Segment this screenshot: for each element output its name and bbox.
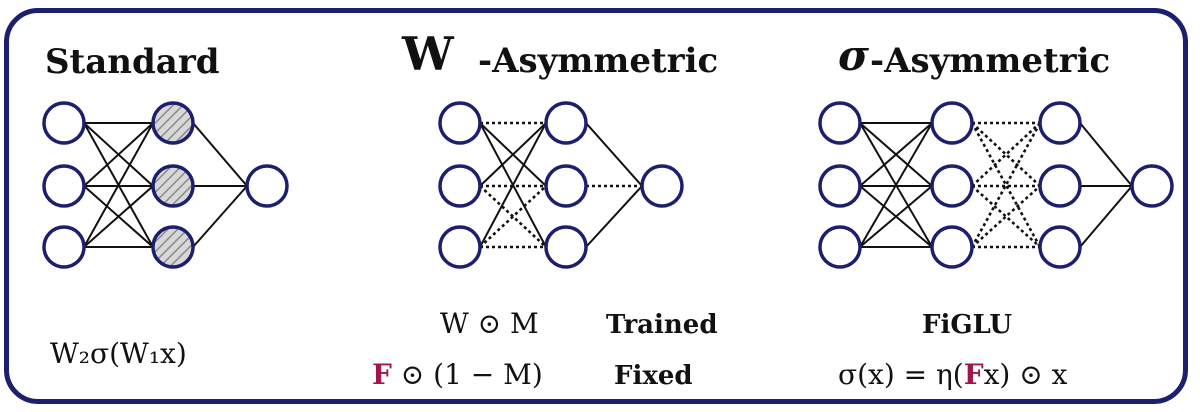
sigma-edge-a-1-0 (859, 122, 933, 187)
fixed-label: Fixed (614, 361, 693, 391)
w-edge-out-2 (585, 185, 643, 248)
sigma-edge-out-2 (1079, 185, 1133, 248)
standard-edge-2-0 (83, 122, 154, 248)
standard-input-neuron-0 (42, 101, 86, 145)
sigma-edge-a-2-0 (859, 122, 933, 248)
fixed-matrix-symbol: F (372, 358, 392, 391)
sigma-hidden1-neuron-0 (930, 101, 974, 145)
trained-formula: W ⊙ M (440, 307, 539, 340)
figlu-formula-pre: σ(x) = η( (838, 358, 964, 391)
diagram-frame (4, 8, 1188, 404)
w-output-neuron (640, 164, 684, 208)
standard-output-neuron (245, 164, 289, 208)
sigma-output-neuron (1130, 164, 1174, 208)
w-hidden-neuron-2 (544, 225, 588, 269)
sigma-hidden2-neuron-2 (1038, 225, 1082, 269)
sigma-hidden2-neuron-0 (1038, 101, 1082, 145)
standard-edge-out-0 (192, 122, 248, 187)
standard-input-neuron-1 (42, 164, 86, 208)
sigma-input-neuron-2 (818, 225, 862, 269)
standard-input-neuron-2 (42, 225, 86, 269)
sigma-input-neuron-1 (818, 164, 862, 208)
sigma-hidden1-neuron-2 (930, 225, 974, 269)
w-edge-out-0 (585, 122, 643, 187)
standard-hidden-neuron-1 (151, 164, 195, 208)
w-input-neuron-2 (438, 225, 482, 269)
sigma-edge-a-2-1 (859, 185, 933, 248)
figlu-label: FiGLU (922, 310, 1012, 340)
standard-hidden-neuron-0 (151, 101, 195, 145)
sigma-asymmetric-title: σ -Asymmetric (838, 31, 1110, 81)
standard-edge-2-1 (83, 185, 154, 248)
w-edge-1-0 (479, 122, 547, 187)
w-asymmetric-title-suffix: -Asymmetric (478, 41, 718, 81)
w-hidden-neuron-1 (544, 164, 588, 208)
sigma-hidden1-neuron-1 (930, 164, 974, 208)
standard-edge-1-0 (83, 122, 154, 187)
standard-network (42, 101, 289, 269)
figlu-matrix-symbol: F (964, 358, 984, 391)
figlu-formula-post: x) ⊙ x (984, 358, 1068, 391)
sigma-asymmetric-network (818, 101, 1174, 269)
w-edge-2-1 (479, 185, 547, 248)
w-asymmetric-network (438, 101, 684, 269)
w-input-neuron-0 (438, 101, 482, 145)
fixed-formula: F ⊙ (1 − M) (372, 358, 543, 391)
figlu-formula: σ(x) = η(Fx) ⊙ x (838, 358, 1068, 391)
standard-edge-out-2 (192, 185, 248, 248)
w-hidden-neuron-0 (544, 101, 588, 145)
trained-label: Trained (606, 310, 718, 340)
standard-hidden-neuron-2 (151, 225, 195, 269)
fixed-formula-rest: ⊙ (1 − M) (392, 358, 543, 391)
sigma-input-neuron-0 (818, 101, 862, 145)
sigma-asymmetric-title-suffix: -Asymmetric (870, 41, 1110, 81)
standard-title: Standard (45, 42, 220, 82)
w-edge-2-0 (479, 122, 547, 248)
w-asymmetric-title-symbol: W (401, 27, 455, 81)
sigma-hidden2-neuron-1 (1038, 164, 1082, 208)
w-input-neuron-1 (438, 164, 482, 208)
sigma-edge-out-0 (1079, 122, 1133, 187)
standard-formula: W₂σ(W₁x) (50, 337, 187, 370)
w-asymmetric-title: W -Asymmetric (401, 27, 718, 81)
sigma-asymmetric-title-symbol: σ (838, 31, 869, 80)
